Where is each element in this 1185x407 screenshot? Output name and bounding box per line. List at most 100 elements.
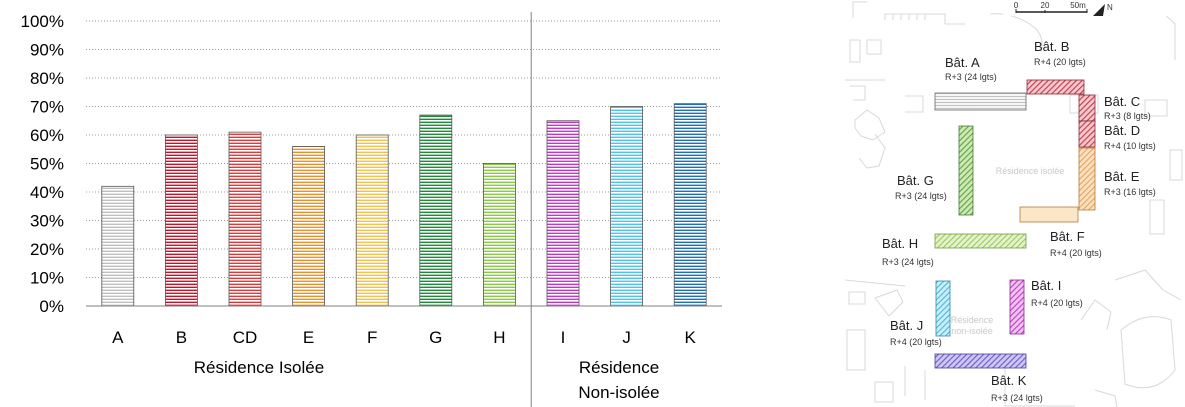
building-j xyxy=(935,280,951,337)
x-tick-label: I xyxy=(561,328,566,347)
info-bat-a: R+3 (24 lgts) xyxy=(945,72,997,82)
bg-outline xyxy=(858,133,886,169)
info-bat-j: R+4 (20 lgts) xyxy=(890,337,942,347)
zone-label-isolee: Résidence isolée xyxy=(996,166,1065,176)
y-tick-label: 80% xyxy=(30,69,64,88)
label-bat-i: Bât. I xyxy=(1031,278,1061,293)
bg-outline xyxy=(1094,389,1118,407)
bg-outline xyxy=(1080,299,1112,331)
bg-outline xyxy=(1144,99,1168,117)
building-f xyxy=(1019,206,1079,223)
info-bat-e: R+3 (16 lgts) xyxy=(1104,187,1156,197)
info-bat-c: R+3 (8 lgts) xyxy=(1104,111,1151,121)
bg-outline xyxy=(892,14,926,20)
y-tick-label: 70% xyxy=(30,98,64,117)
bar-hatch-k xyxy=(673,103,707,307)
bg-outline xyxy=(850,85,866,101)
group-label-non-isolee-line1: Résidence xyxy=(579,358,659,377)
bar-chart: 0% 10% 20% 30% 40% 50% 60% 70% 80% 90% 100% A B CD E F… xyxy=(21,12,722,407)
label-bat-f: Bât. F xyxy=(1050,229,1085,244)
building-h xyxy=(934,233,1027,249)
scale-label-0: 0 xyxy=(1014,1,1019,10)
x-tick-label: CD xyxy=(233,328,258,347)
bg-outline xyxy=(846,329,866,371)
bg-outline xyxy=(1149,199,1165,235)
bars xyxy=(101,103,707,307)
x-tick-label: G xyxy=(429,328,442,347)
info-bat-d: R+4 (10 lgts) xyxy=(1104,141,1156,151)
label-bat-j: Bât. J xyxy=(890,318,923,333)
info-bat-g: R+3 (24 lgts) xyxy=(895,191,947,201)
bg-outline xyxy=(905,95,924,113)
scale-label-20: 20 xyxy=(1041,1,1050,10)
label-bat-d: Bât. D xyxy=(1104,123,1140,138)
scale-label-50m: 50m xyxy=(1070,1,1086,10)
bar-hatch-e xyxy=(292,145,326,307)
x-tick-label: B xyxy=(176,328,187,347)
building-c xyxy=(1078,94,1096,122)
site-map: Résidence isolée Résidence non-isolée Bâ… xyxy=(845,1,1183,407)
info-bat-i: R+4 (20 lgts) xyxy=(1031,298,1083,308)
label-bat-h: Bât. H xyxy=(882,236,918,251)
y-tick-label: 20% xyxy=(30,240,64,259)
bar-hatch-a xyxy=(101,185,135,307)
bg-outline xyxy=(845,279,906,287)
north-label: N xyxy=(1107,3,1113,12)
y-tick-label: 50% xyxy=(30,155,64,174)
x-tick-label: A xyxy=(112,328,124,347)
bg-outline xyxy=(866,39,882,55)
label-bat-k: Bât. K xyxy=(991,373,1027,388)
label-bat-c: Bât. C xyxy=(1104,94,1140,109)
label-bat-g: Bât. G xyxy=(897,173,934,188)
info-bat-b: R+4 (20 lgts) xyxy=(1034,57,1086,67)
bg-outline xyxy=(1159,9,1176,60)
y-tick-label: 30% xyxy=(30,212,64,231)
bg-outline xyxy=(849,39,861,63)
bg-outline xyxy=(854,109,886,141)
group-label-isolee: Résidence Isolée xyxy=(194,358,324,377)
bar-hatch-j xyxy=(610,106,643,307)
info-bat-f: R+4 (20 lgts) xyxy=(1050,248,1102,258)
zone-label-non-isolee-line1: Résidence xyxy=(951,315,994,325)
bg-outline xyxy=(1114,269,1182,301)
y-tick-label: 100% xyxy=(21,12,64,31)
building-b xyxy=(1026,79,1085,95)
bar-hatch-g xyxy=(419,114,453,307)
y-tick-label: 60% xyxy=(30,126,64,145)
y-axis-ticks: 0% 10% 20% 30% 40% 50% 60% 70% 80% 90% 100% xyxy=(21,12,64,316)
bar-hatch-f xyxy=(355,134,389,307)
bar-hatch-cd xyxy=(228,131,262,307)
zone-label-non-isolee-line2: non-isolée xyxy=(951,326,993,336)
x-axis-labels: A B CD E F G H I J K xyxy=(112,328,696,347)
bg-outline xyxy=(1169,149,1183,181)
building-g xyxy=(958,125,974,216)
building-e xyxy=(1078,147,1096,211)
group-label-non-isolee-line2: Non-isolée xyxy=(578,383,659,402)
x-tick-label: F xyxy=(367,328,377,347)
label-bat-b: Bât. B xyxy=(1034,39,1069,54)
building-a xyxy=(934,92,1027,111)
y-tick-label: 10% xyxy=(30,269,64,288)
bg-outline xyxy=(904,366,926,400)
building-i xyxy=(1009,279,1025,335)
bg-outline xyxy=(1120,316,1176,389)
building-d xyxy=(1078,120,1096,148)
bg-outline xyxy=(874,289,904,317)
bar-hatch-i xyxy=(546,120,580,307)
x-tick-label: J xyxy=(622,328,631,347)
info-bat-h: R+3 (24 lgts) xyxy=(882,257,934,267)
bg-outline xyxy=(848,291,866,305)
scale-bar: 0 20 50m N xyxy=(1003,1,1171,16)
map-background-outlines xyxy=(845,1,1183,407)
y-tick-label: 40% xyxy=(30,183,64,202)
label-bat-e: Bât. E xyxy=(1104,169,1140,184)
bg-outline xyxy=(884,13,946,24)
x-tick-label: H xyxy=(493,328,505,347)
bg-outline xyxy=(852,1,867,18)
y-tick-label: 90% xyxy=(30,41,64,60)
info-bat-k: R+3 (24 lgts) xyxy=(991,393,1043,403)
x-tick-label: E xyxy=(303,328,314,347)
x-tick-label: K xyxy=(685,328,697,347)
label-bat-a: Bât. A xyxy=(945,55,980,70)
bar-hatch-h xyxy=(482,163,516,307)
